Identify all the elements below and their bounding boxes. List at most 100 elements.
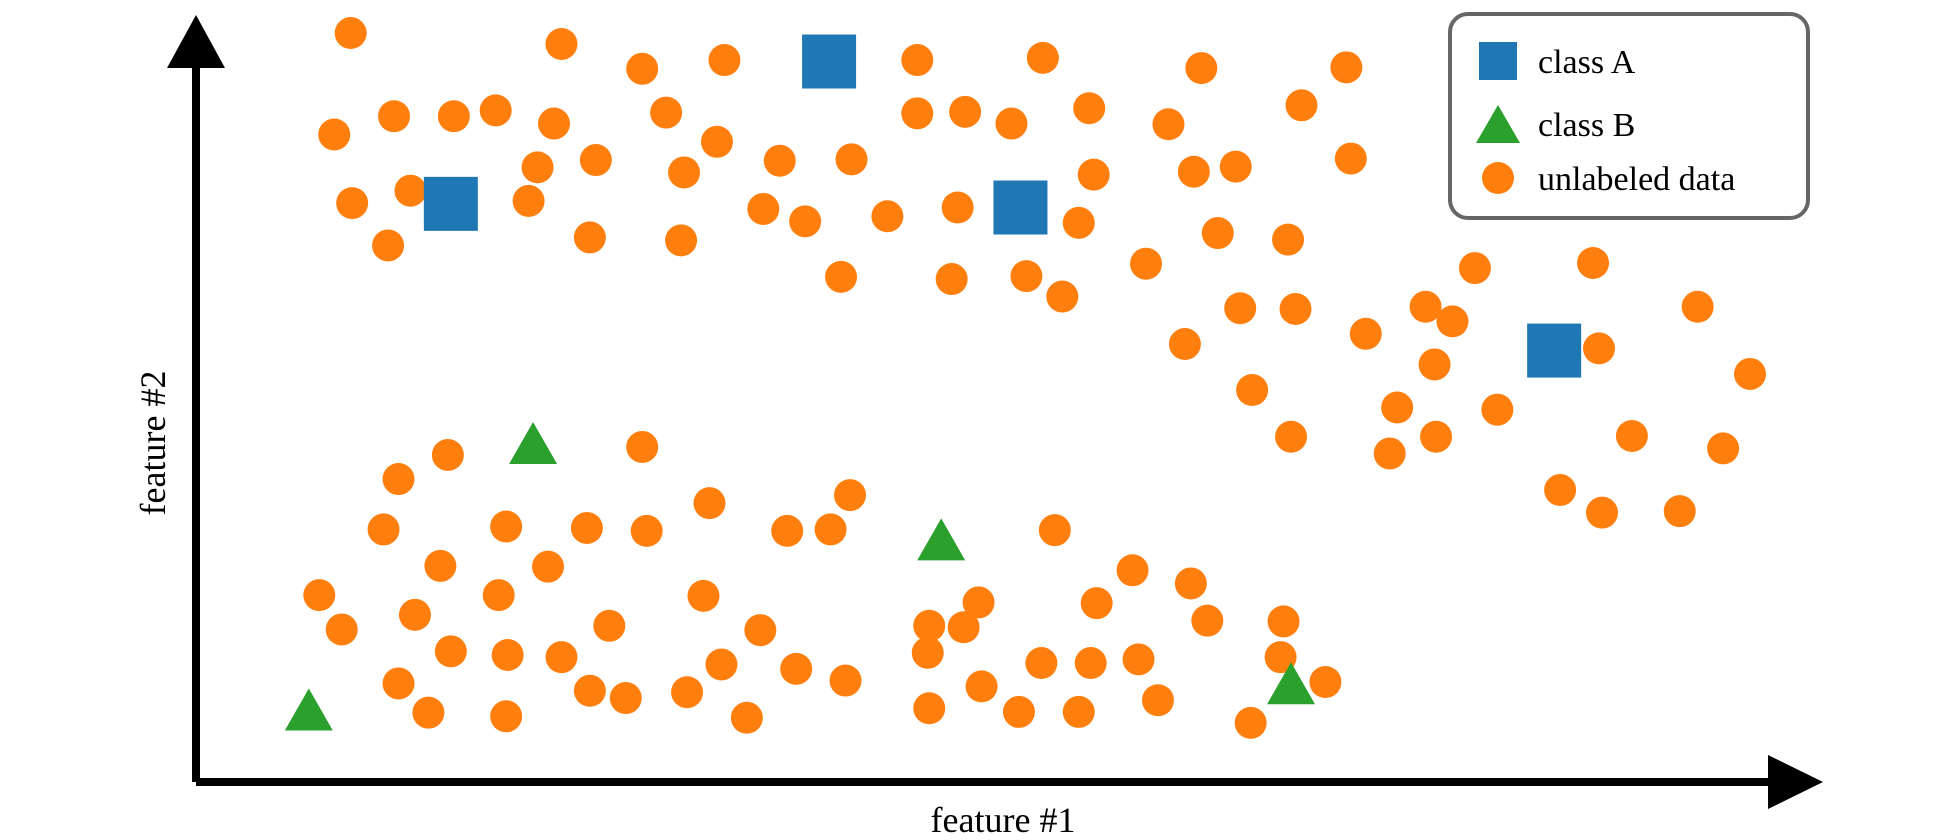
unlabeled-point xyxy=(1663,495,1696,528)
unlabeled-point xyxy=(367,513,400,546)
unlabeled-point xyxy=(1420,420,1453,453)
unlabeled-point xyxy=(318,118,351,151)
unlabeled-point xyxy=(780,652,813,685)
unlabeled-point xyxy=(1734,357,1766,390)
unlabeled-point xyxy=(941,191,974,224)
unlabeled-point xyxy=(570,511,603,544)
unlabeled-point xyxy=(1481,393,1514,426)
unlabeled-point xyxy=(650,96,683,129)
unlabeled-point xyxy=(1264,641,1297,674)
unlabeled-point xyxy=(965,670,998,703)
unlabeled-point xyxy=(1025,647,1058,680)
unlabeled-point xyxy=(947,611,980,644)
unlabeled-point xyxy=(1272,223,1305,256)
unlabeled-point xyxy=(1174,567,1207,600)
unlabeled-point xyxy=(913,609,946,642)
unlabeled-point xyxy=(482,579,515,612)
unlabeled-point xyxy=(1615,419,1648,452)
unlabeled-point xyxy=(1122,643,1155,676)
class-a-point xyxy=(423,176,478,231)
unlabeled-point xyxy=(1201,217,1234,250)
legend-class-a-marker xyxy=(1479,42,1517,80)
unlabeled-point xyxy=(434,635,467,668)
unlabeled-point xyxy=(1130,247,1163,280)
unlabeled-point xyxy=(394,174,427,207)
unlabeled-point xyxy=(1073,92,1106,125)
unlabeled-point xyxy=(1116,554,1149,587)
unlabeled-point xyxy=(1062,206,1095,239)
unlabeled-point xyxy=(1409,290,1442,323)
unlabeled-point xyxy=(763,144,796,177)
x-axis-arrow-icon xyxy=(1768,755,1823,809)
series-class-A xyxy=(423,34,1582,378)
unlabeled-point xyxy=(626,52,659,85)
legend-class-b-marker xyxy=(1476,105,1520,143)
unlabeled-point xyxy=(747,192,780,225)
unlabeled-point xyxy=(901,44,934,77)
class-a-point xyxy=(993,180,1048,235)
unlabeled-point xyxy=(1038,514,1071,547)
unlabeled-point xyxy=(835,143,868,176)
series-class-B xyxy=(284,422,1316,731)
legend-class-a-label: class A xyxy=(1538,44,1636,81)
unlabeled-point xyxy=(1010,260,1043,293)
class-b-point xyxy=(1267,662,1316,705)
unlabeled-point xyxy=(431,438,464,471)
unlabeled-point xyxy=(708,44,741,77)
unlabeled-point xyxy=(1373,437,1406,470)
unlabeled-point xyxy=(771,514,804,547)
unlabeled-point xyxy=(1577,246,1610,279)
unlabeled-point xyxy=(1279,292,1312,325)
unlabeled-point xyxy=(871,200,904,233)
unlabeled-point xyxy=(325,613,358,646)
unlabeled-point xyxy=(995,107,1028,140)
unlabeled-point xyxy=(372,229,405,262)
unlabeled-point xyxy=(1002,695,1035,728)
unlabeled-point xyxy=(626,430,659,463)
unlabeled-point xyxy=(1219,150,1252,183)
unlabeled-point xyxy=(1177,155,1210,188)
unlabeled-point xyxy=(545,27,578,60)
class-b-point xyxy=(284,688,333,731)
unlabeled-point xyxy=(490,510,523,543)
unlabeled-point xyxy=(1309,666,1342,698)
unlabeled-point xyxy=(490,700,523,733)
unlabeled-point xyxy=(1707,432,1740,465)
unlabeled-point xyxy=(1224,292,1257,325)
unlabeled-point xyxy=(1334,142,1367,175)
unlabeled-point xyxy=(829,664,862,697)
unlabeled-point xyxy=(1583,332,1616,365)
unlabeled-point xyxy=(398,598,431,631)
unlabeled-point xyxy=(1330,51,1363,84)
unlabeled-point xyxy=(687,579,720,612)
unlabeled-point xyxy=(382,667,415,700)
unlabeled-point xyxy=(1349,317,1382,350)
y-axis-arrow-icon xyxy=(167,15,225,68)
unlabeled-point xyxy=(1418,348,1451,381)
unlabeled-point xyxy=(1236,374,1269,406)
unlabeled-point xyxy=(1191,604,1224,637)
unlabeled-point xyxy=(1436,305,1469,338)
legend-box xyxy=(1448,12,1810,220)
class-a-point xyxy=(1527,323,1582,378)
unlabeled-point xyxy=(1141,684,1174,717)
y-axis-label: feature #2 xyxy=(133,371,173,516)
unlabeled-point xyxy=(424,549,457,582)
unlabeled-point xyxy=(789,205,822,238)
unlabeled-point xyxy=(1077,158,1110,191)
unlabeled-point xyxy=(532,550,565,583)
unlabeled-point xyxy=(1152,108,1185,141)
x-axis-label: feature #1 xyxy=(931,800,1076,840)
class-b-point xyxy=(917,518,966,561)
unlabeled-point xyxy=(521,151,554,184)
unlabeled-point xyxy=(1544,474,1577,507)
unlabeled-point xyxy=(593,609,626,642)
unlabeled-point xyxy=(491,638,524,671)
unlabeled-point xyxy=(1285,89,1318,122)
unlabeled-point xyxy=(693,487,726,520)
unlabeled-point xyxy=(630,514,663,547)
unlabeled-point xyxy=(512,184,545,217)
unlabeled-point xyxy=(962,586,995,619)
unlabeled-point xyxy=(1458,252,1491,285)
